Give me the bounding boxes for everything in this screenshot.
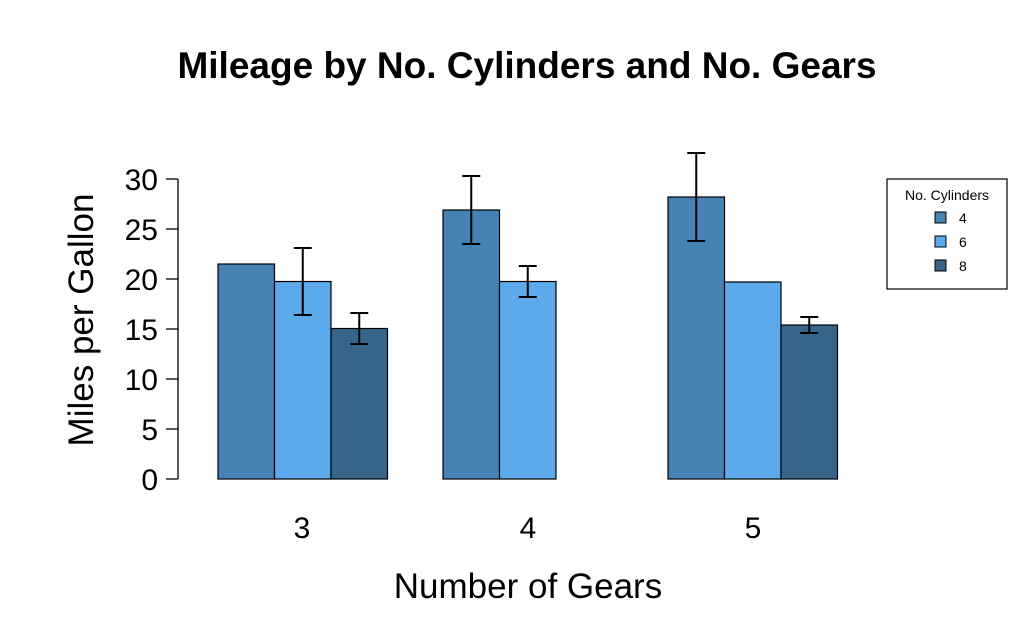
legend-swatch-6 [934, 235, 947, 248]
y-tick-label: 5 [141, 414, 158, 447]
bar-cyl4-gear4 [442, 209, 501, 480]
legend-label-6: 6 [959, 234, 967, 250]
bar-cyl6-gear4 [498, 280, 557, 480]
bar-cyl4-gear3 [217, 263, 276, 480]
legend-swatch-4 [934, 211, 947, 224]
bars [217, 196, 839, 480]
x-tick-label: 4 [520, 512, 537, 545]
legend-label-8: 8 [959, 258, 967, 274]
bar-cyl6-gear5 [723, 281, 782, 480]
y-axis: 0 5 10 15 20 25 30 [125, 164, 179, 497]
legend-swatch-8 [934, 259, 947, 272]
legend-box [886, 178, 1008, 290]
legend-label-4: 4 [959, 210, 967, 226]
bar-cyl8-gear5 [780, 324, 839, 480]
y-tick-label: 30 [125, 164, 158, 197]
bar-cyl4-gear5 [667, 196, 726, 480]
error-bars [293, 152, 819, 345]
y-tick-label: 0 [141, 464, 158, 497]
legend: No. Cylinders 4 6 8 [886, 178, 1008, 290]
legend-title: No. Cylinders [905, 187, 989, 203]
y-axis-label: Miles per Gallon [62, 194, 101, 447]
y-tick-label: 25 [125, 214, 158, 247]
bar-cyl8-gear3 [330, 327, 389, 480]
chart-title: Mileage by No. Cylinders and No. Gears [177, 45, 876, 86]
y-tick-label: 15 [125, 314, 158, 347]
y-tick-label: 20 [125, 264, 158, 297]
y-tick-label: 10 [125, 364, 158, 397]
x-tick-label: 5 [745, 512, 762, 545]
x-axis-label: Number of Gears [394, 567, 662, 606]
x-axis-ticks: 3 4 5 [294, 512, 762, 545]
x-tick-label: 3 [294, 512, 311, 545]
